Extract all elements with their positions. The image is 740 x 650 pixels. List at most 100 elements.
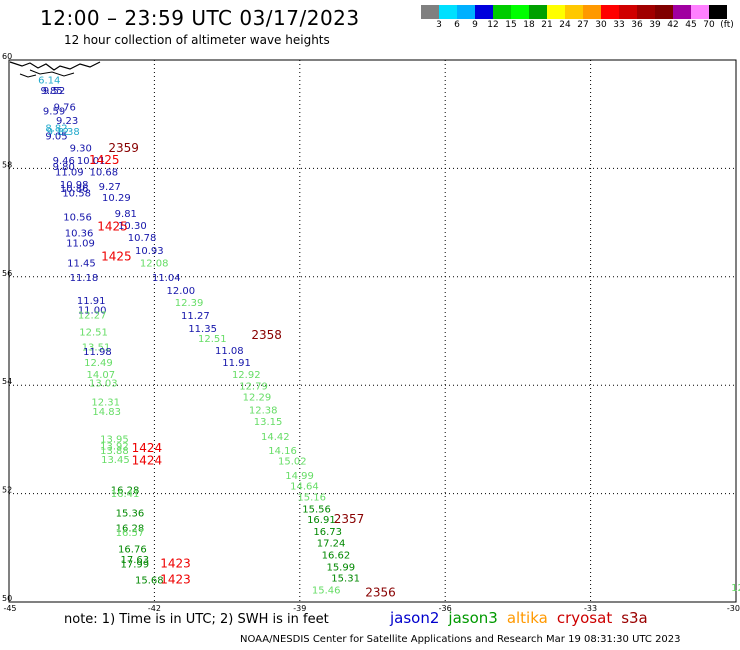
swh-value: 10.78 [128,233,157,244]
lat-tick-label: 58 [2,160,12,169]
wave-height-color-legend: 3 6 9 12 15 18 21 24 27 30 33 36 39 42 45 70 (ft) [421,5,734,31]
swh-value: 15.02 [278,456,307,467]
color-legend-label: 33 [613,20,625,30]
swh-value: 15.16 [297,493,326,504]
lat-tick-label: 60 [2,52,12,61]
swh-value: 11.09 [66,238,95,249]
swh-value: 9.52 [43,86,65,97]
swh-value: 6.14 [38,75,60,86]
map-frame [8,59,737,603]
swh-value: 12.51 [198,334,227,345]
swh-value: 9.30 [70,144,92,155]
swh-value: 12.39 [175,298,204,309]
page-subtitle: 12 hour collection of altimeter wave hei… [64,33,330,47]
swh-value: 10.98 [60,180,89,191]
color-swatch [619,5,637,19]
swh-value: 9.46 [53,156,75,167]
swh-value: 12.31 [91,397,120,408]
color-legend-label: 24 [559,20,571,30]
swh-value: 10.36 [65,229,94,240]
lon-tick-label: -36 [439,604,452,613]
swh-value: 12.49 [84,358,113,369]
color-legend-label: 45 [685,20,697,30]
lat-tick-label: 50 [2,594,12,603]
satellite-name: jason2 [390,609,440,627]
color-swatch [511,5,529,19]
swh-value: 13.92 [100,442,129,453]
swh-value: 13.15 [254,417,283,428]
pass-time-label: 2358 [251,328,282,342]
swh-value: 10.01 [77,156,106,167]
swh-value: 11.09 [55,167,84,178]
swh-value: 12.51 [79,327,108,338]
color-legend-label: 21 [541,20,553,30]
swh-value: 14.64 [290,481,319,492]
swh-value: 15.46 [312,585,341,596]
swh-value: 10.93 [135,246,164,257]
satellite-name: altika [506,609,548,627]
swh-value: 9.80 [53,162,75,173]
color-swatch [565,5,583,19]
swh-value: 8.82 [45,124,67,135]
swh-value: 11.35 [188,324,217,335]
swh-value: 13.95 [100,435,129,446]
page-title: 12:00 – 23:59 UTC 03/17/2023 [40,6,360,30]
swh-value: 11.91 [77,296,106,307]
color-swatch [655,5,673,19]
color-swatch [709,5,727,19]
swh-value: 15.99 [326,563,355,574]
swh-measurements: 6.149.859.52 9.769.599.238.828.389.129.05… [38,75,740,596]
swh-value: 9.27 [99,182,121,193]
color-legend-labels: 3 6 9 12 15 18 21 24 27 30 33 36 39 42 45 70 (ft) [421,19,734,31]
swh-value: 11.45 [67,259,96,270]
swh-value: 16.73 [313,527,342,538]
color-legend-label: 6 [454,20,460,30]
swh-value: 12.92 [232,370,261,381]
color-legend-label: 3 [436,20,442,30]
credit-line: NOAA/NESDIS Center for Satellite Applica… [240,634,681,645]
pass-time-label: 2359 [108,141,139,155]
swh-value: 9.23 [56,116,78,127]
color-swatch [457,5,475,19]
lon-tick-label: -42 [148,604,161,613]
swh-value: 11.98 [83,347,112,358]
swh-value: 11.00 [78,306,107,317]
pass-time-label: 2356 [365,586,396,600]
swh-value: 15.68 [135,576,164,587]
satellite-name: jason3 [448,609,498,627]
swh-value: 12.29 [243,392,272,403]
swh-value: 14.07 [87,370,116,381]
swh-value: 12.79 [239,382,268,393]
swh-value: 10.58 [62,189,91,200]
swh-value: 12.38 [249,405,278,416]
swh-value: 16.91 [307,515,336,526]
swh-value: 11.04 [152,273,181,284]
swh-value: 14.42 [261,432,290,443]
pass-time-label: 1424 [132,453,163,467]
swh-value: 16.76 [118,545,147,556]
swh-value: 16.41 [111,489,140,500]
lon-tick-label: -33 [584,604,597,613]
footer-note: note: 1) Time is in UTC; 2) SWH is in fe… [64,612,329,627]
color-legend-label: 12 [487,20,499,30]
swh-value: 13.88 [100,446,129,457]
color-legend-swatches [421,5,727,19]
lat-tick-label: 56 [2,269,12,278]
color-legend-label: 36 [631,20,643,30]
swh-value: 12 [731,583,740,594]
color-swatch [601,5,619,19]
color-swatch [691,5,709,19]
swh-value: 14.83 [92,407,121,418]
satellite-legend: jason2 jason3 altika cryosat s3a [390,609,657,627]
pass-time-label: 1424 [132,441,163,455]
color-swatch [529,5,547,19]
swh-value: 15.36 [116,508,145,519]
swh-value: 11.18 [70,273,99,284]
color-legend-label: 27 [577,20,589,30]
color-swatch [637,5,655,19]
swh-value: 9.59 [43,107,65,118]
lat-tick-label: 52 [2,486,12,495]
satellite-name: cryosat [556,609,613,627]
color-swatch [583,5,601,19]
